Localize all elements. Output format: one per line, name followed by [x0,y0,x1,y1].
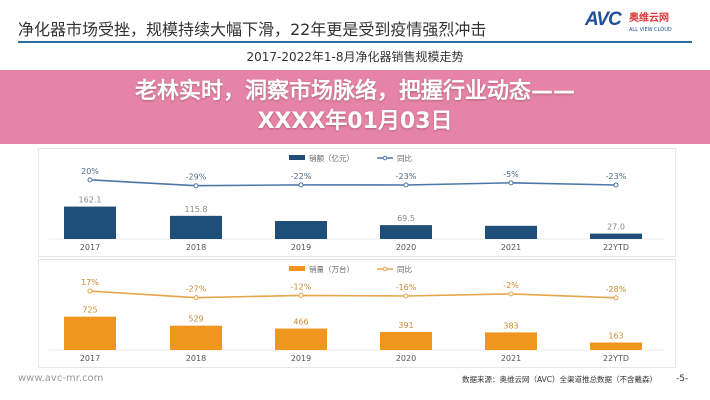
bar [275,221,327,239]
logo-mark: AVC [585,9,622,30]
logo: AVC 奥维云网 ALL VIEW CLOUD [585,10,685,40]
bar-label: 529 [188,315,203,324]
overlay-banner: 老林实时，洞察市场脉络，把握行业动态—— XXXX年01月03日 [0,70,710,144]
line-point [613,295,619,301]
bar [590,342,642,350]
title-rule [18,41,692,43]
x-tick-label: 2021 [501,354,521,363]
bar-label: 163 [608,332,623,341]
bar-label: 27.0 [607,223,625,232]
banner-line-1: 老林实时，洞察市场脉络，把握行业动态—— [134,79,575,104]
website-link[interactable]: www.avc-mr.com [18,373,104,384]
bar [64,316,116,350]
line-label: -2% [503,281,519,290]
bar [380,332,432,350]
banner-line-2: XXXX年01月03日 [257,109,453,134]
volume-chart: 销量（万台） 同比 725 2017 529 2018 466 2019 391 2020 383 2… [49,264,665,363]
legend-label-line: 同比 [397,264,412,274]
line-point [298,292,304,298]
x-tick-label: 2017 [80,354,100,363]
x-tick-label: 2018 [186,354,206,363]
line-label: -28% [606,285,627,294]
x-tick-label: 2018 [186,243,206,252]
bar-label: 466 [293,318,308,327]
line-label: -5% [503,170,519,179]
legend-marker [382,155,388,161]
x-tick-label: 22YTD [603,243,629,252]
bar-label: 115.8 [185,205,208,214]
data-source: 数据来源：奥维云网（AVC）全渠道推总数据（不含戴森） [462,375,658,384]
line-label: -12% [291,282,312,291]
line-label: -23% [606,172,627,181]
line-label: -23% [396,172,417,181]
bar-label: 391 [398,321,413,330]
bar [170,215,222,239]
line-label: -16% [396,283,417,292]
legend-swatch-bar [289,155,305,160]
x-tick-label: 22YTD [603,354,629,363]
line-label: 17% [81,278,99,287]
bar-label: 725 [82,306,97,315]
line-point [193,183,199,189]
line-point [403,293,409,299]
bar [64,206,116,239]
revenue-chart: 销额（亿元） 同比 162.1 2017 115.8 2018 2019 69.5 2020 20… [49,153,665,252]
line-point [298,182,304,188]
x-tick-label: 2019 [291,354,311,363]
line-point [193,295,199,301]
bar [485,225,537,239]
line-series [89,179,617,187]
line-point [87,288,93,294]
x-tick-label: 2017 [80,243,100,252]
bar-label: 69.5 [397,214,415,223]
bar [485,332,537,350]
line-label: -27% [186,285,207,294]
bar [275,328,327,350]
revenue-chart-panel: 销额（亿元） 同比 162.1 2017 115.8 2018 2019 69.5 2020 20… [38,148,676,257]
x-tick-label: 2020 [396,243,416,252]
line-point [508,291,514,297]
legend-marker [382,266,388,272]
volume-chart-panel: 销量（万台） 同比 725 2017 529 2018 466 2019 391 2020 383 2… [38,259,676,368]
legend-label-bar: 销额（亿元） [309,153,354,163]
legend-swatch-bar [289,266,305,271]
line-point [403,182,409,188]
line-point [508,180,514,186]
legend-label-bar: 销量（万台） [309,264,354,274]
bar-label: 162.1 [79,196,102,205]
bar [170,325,222,350]
slide-title: 净化器市场受挫，规模持续大幅下滑，22年更是受到疫情强烈冲击 [18,20,487,39]
x-tick-label: 2019 [291,243,311,252]
logo-cn: 奥维云网 [629,13,669,24]
line-label: -29% [186,173,207,182]
x-tick-label: 2021 [501,243,521,252]
bar-label: 383 [503,321,518,330]
bar [380,225,432,239]
bar [590,233,642,239]
chart-title: 2017-2022年1-8月净化器销售规模走势 [246,50,464,64]
page-number: -5- [676,374,689,384]
line-point [613,182,619,188]
line-point [87,177,93,183]
line-series [89,290,617,299]
line-label: 20% [81,167,99,176]
logo-en: ALL VIEW CLOUD [629,27,672,33]
x-tick-label: 2020 [396,354,416,363]
line-label: -22% [291,172,312,181]
legend-label-line: 同比 [397,153,412,163]
